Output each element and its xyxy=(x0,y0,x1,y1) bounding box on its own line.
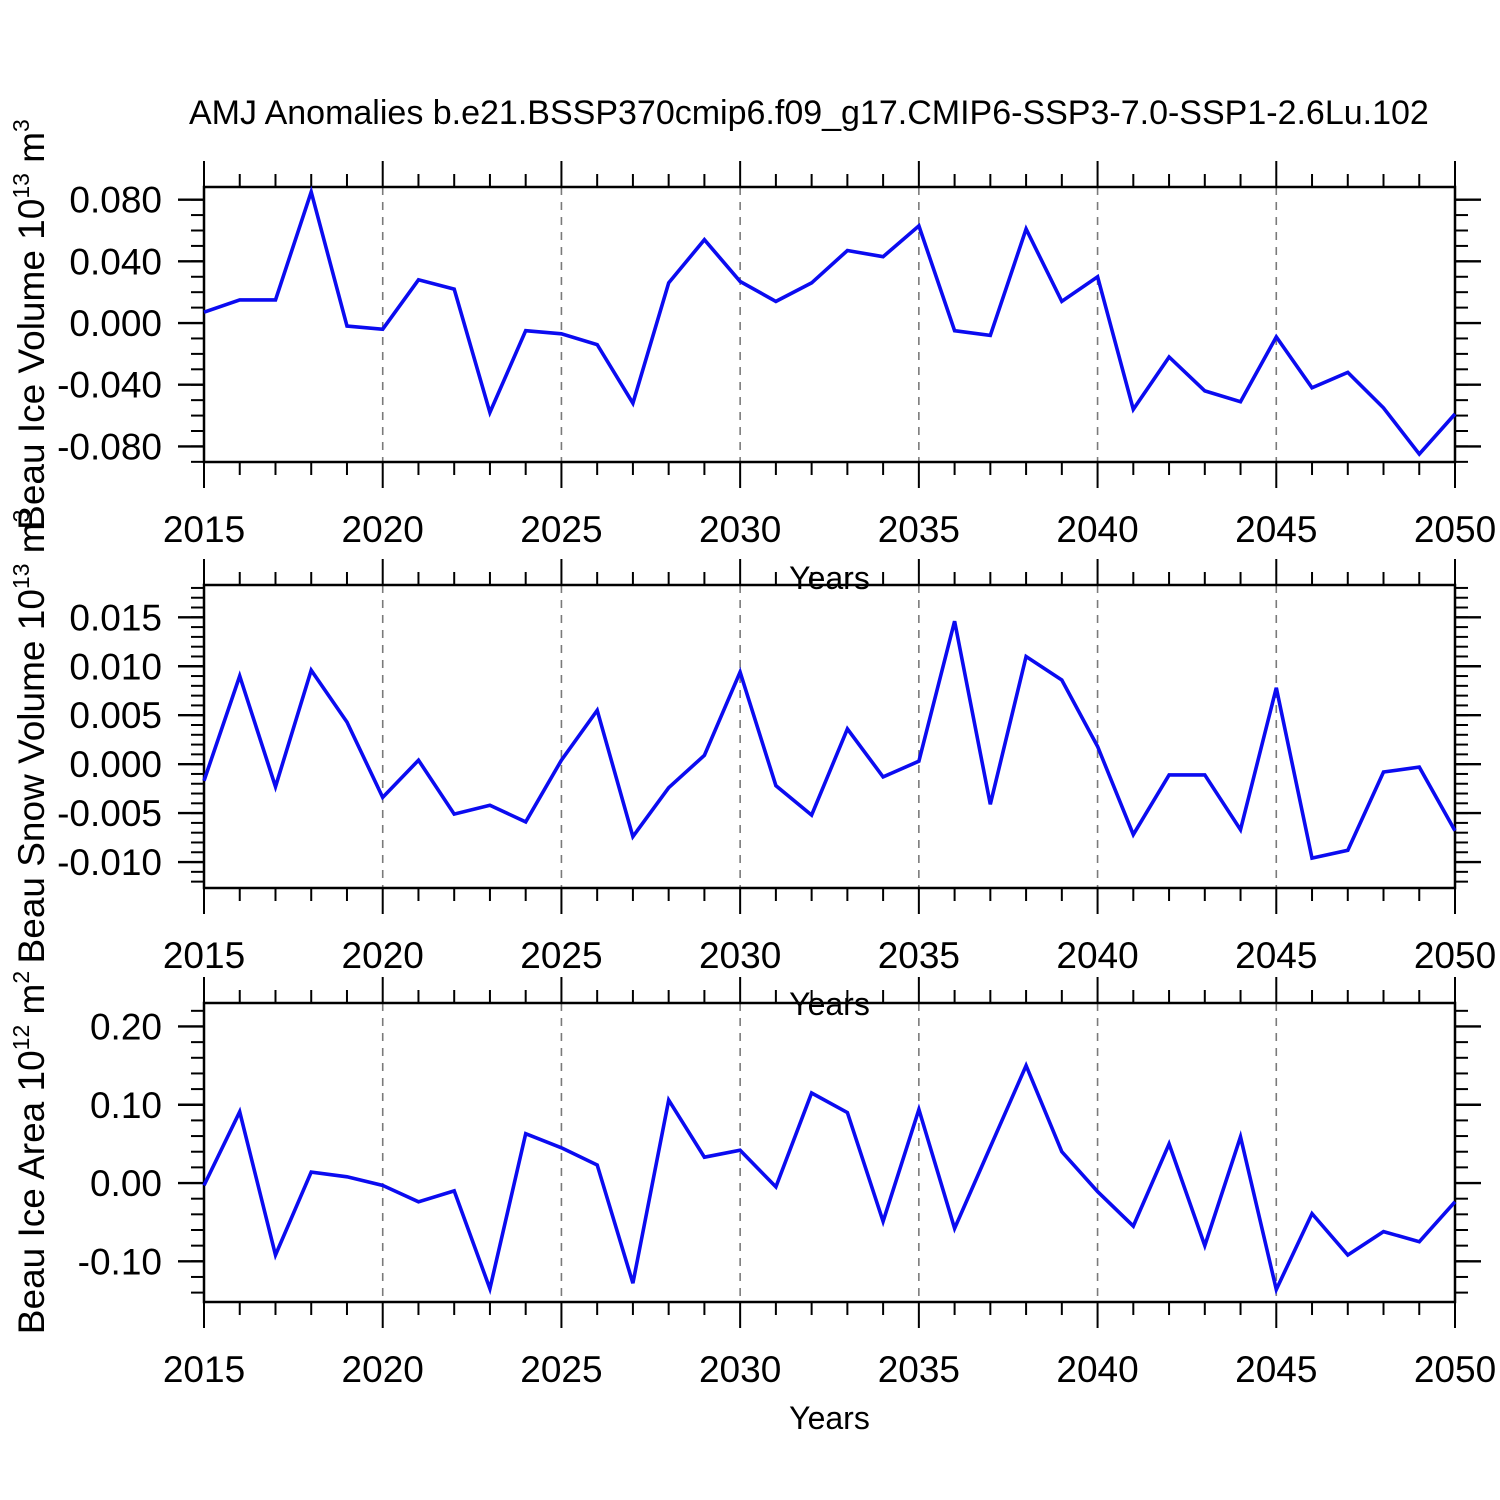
y-tick-label: 0.005 xyxy=(69,695,162,736)
y-tick-label: 0.00 xyxy=(90,1163,162,1204)
x-tick-label: 2040 xyxy=(1056,1349,1138,1390)
chart-title: AMJ Anomalies b.e21.BSSP370cmip6.f09_g17… xyxy=(189,94,1429,132)
snow-volume-panel-line xyxy=(202,620,1457,861)
x-tick-label: 2050 xyxy=(1414,1349,1496,1390)
x-axis-title: Years xyxy=(789,1400,870,1436)
plot-frame xyxy=(202,185,1457,464)
x-tick-label: 2020 xyxy=(342,509,424,550)
x-tick-label: 2015 xyxy=(163,935,245,976)
y-tick-label: 0.000 xyxy=(69,744,162,785)
plot-frame xyxy=(202,583,1457,890)
x-tick-label: 2015 xyxy=(163,509,245,550)
y-tick-label: 0.10 xyxy=(90,1085,162,1126)
x-tick-label: 2030 xyxy=(699,1349,781,1390)
y-tick-label: 0.040 xyxy=(69,241,162,282)
x-tick-label: 2035 xyxy=(878,509,960,550)
x-tick-label: 2045 xyxy=(1235,935,1317,976)
x-tick-label: 2035 xyxy=(878,935,960,976)
ice-volume-panel: 0.080 0.040 0.000 -0.040 -0.080 2015 2020 2025 2… xyxy=(8,119,1496,596)
x-tick-label: 2030 xyxy=(699,935,781,976)
x-tick-label: 2050 xyxy=(1414,935,1496,976)
y-tick-label: 0.20 xyxy=(90,1006,162,1047)
y-axis-title: Beau Ice Area 1012 m2 xyxy=(8,971,52,1334)
x-tick-label: 2030 xyxy=(699,509,781,550)
x-tick-label: 2025 xyxy=(520,509,602,550)
x-tick-label: 2035 xyxy=(878,1349,960,1390)
y-tick-label: -0.080 xyxy=(57,426,162,467)
y-tick-label: 0.010 xyxy=(69,646,162,687)
y-tick-label: 0.080 xyxy=(69,180,162,221)
ice-area-panel-line xyxy=(202,1061,1457,1296)
snow-volume-panel: 0.015 0.010 0.005 0.000 -0.005 -0.010 2015 2020… xyxy=(8,510,1496,1022)
x-tick-label: 2025 xyxy=(520,935,602,976)
x-tick-label: 2040 xyxy=(1056,509,1138,550)
y-axis-title: Beau Snow Volume 1013 m3 xyxy=(8,510,52,964)
y-axis-title: Beau Ice Volume 1013 m3 xyxy=(8,119,52,530)
y-tick-label: 0.015 xyxy=(69,597,162,638)
x-tick-label: 2025 xyxy=(520,1349,602,1390)
ice-area-panel: 0.20 0.10 0.00 -0.10 2015 2020 2025 2030 2035 204… xyxy=(8,971,1496,1436)
y-tick-label: -0.040 xyxy=(57,365,162,406)
y-tick-label: -0.10 xyxy=(78,1241,162,1282)
x-tick-label: 2015 xyxy=(163,1349,245,1390)
y-tick-label: 0.000 xyxy=(69,303,162,344)
x-axis-title: Years xyxy=(789,560,870,596)
x-tick-label: 2050 xyxy=(1414,509,1496,550)
x-tick-label: 2020 xyxy=(342,1349,424,1390)
ice-volume-panel-line xyxy=(203,185,1457,457)
y-tick-label: -0.005 xyxy=(57,793,162,834)
x-tick-label: 2040 xyxy=(1056,935,1138,976)
y-tick-label: -0.010 xyxy=(57,842,162,883)
x-tick-label: 2045 xyxy=(1235,509,1317,550)
x-tick-label: 2020 xyxy=(342,935,424,976)
x-tick-label: 2045 xyxy=(1235,1349,1317,1390)
